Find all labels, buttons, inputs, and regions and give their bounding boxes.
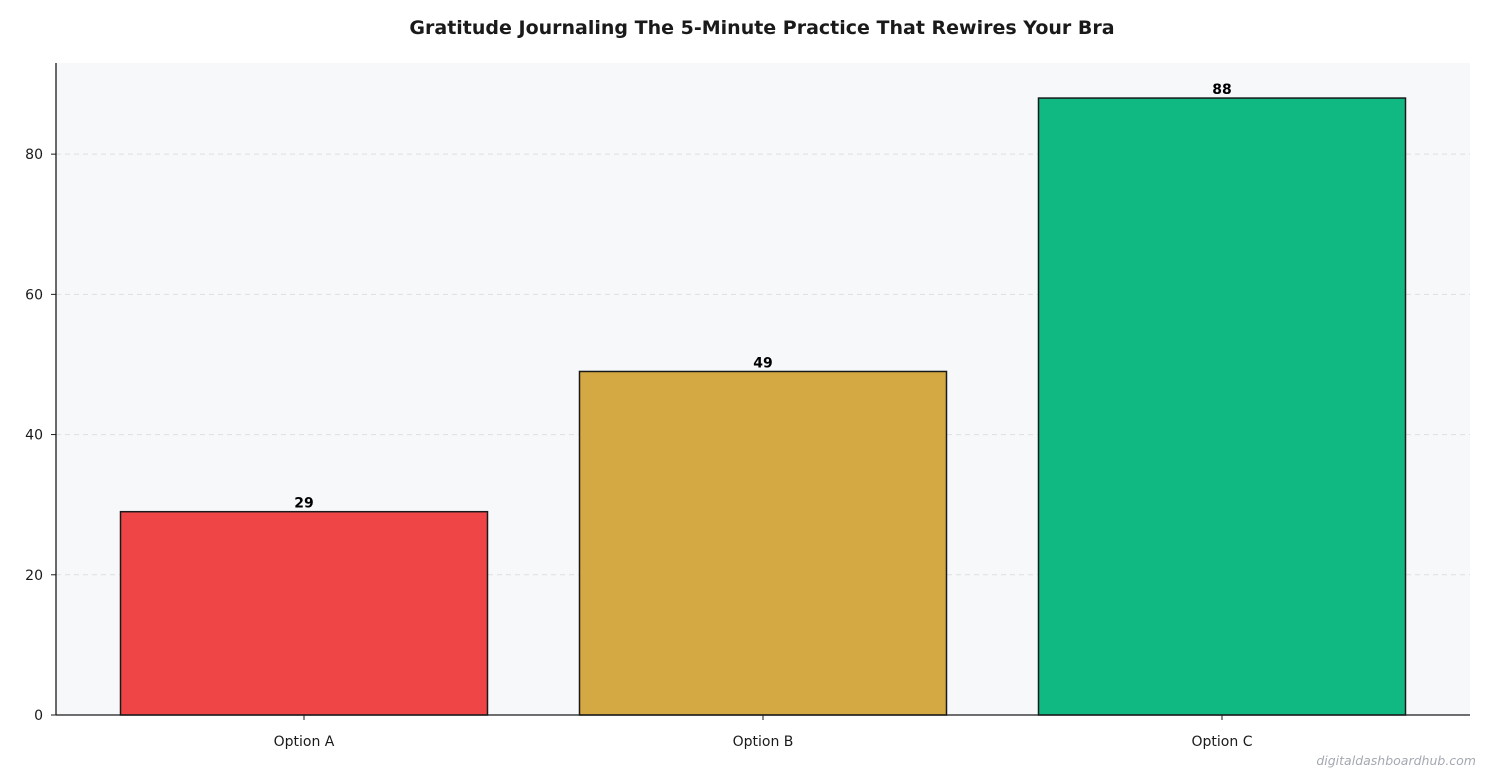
bars — [119, 97, 1407, 716]
watermark: digitaldashboardhub.com — [1316, 753, 1476, 768]
data-label: 88 — [1212, 82, 1231, 98]
data-label: 49 — [753, 355, 772, 371]
y-tick-label: 60 — [25, 287, 43, 303]
x-tick-label: Option B — [733, 734, 794, 750]
y-tick-label: 0 — [34, 708, 43, 724]
data-label: 29 — [294, 496, 313, 512]
bar-option-c — [1037, 97, 1407, 716]
y-tick-label: 40 — [25, 428, 43, 444]
y-tick-label: 20 — [25, 568, 43, 584]
x-tick-label: Option C — [1192, 734, 1253, 750]
x-tick-label: Option A — [274, 734, 335, 750]
bar-option-a — [119, 510, 489, 716]
tick-labels: Option A Option B Option C 0 20 40 60 80 — [25, 147, 1253, 750]
data-labels: 29 49 88 — [294, 82, 1231, 512]
chart-title: Gratitude Journaling The 5-Minute Practi… — [409, 17, 1114, 39]
y-tick-label: 80 — [25, 147, 43, 163]
bar-option-b — [578, 370, 948, 716]
